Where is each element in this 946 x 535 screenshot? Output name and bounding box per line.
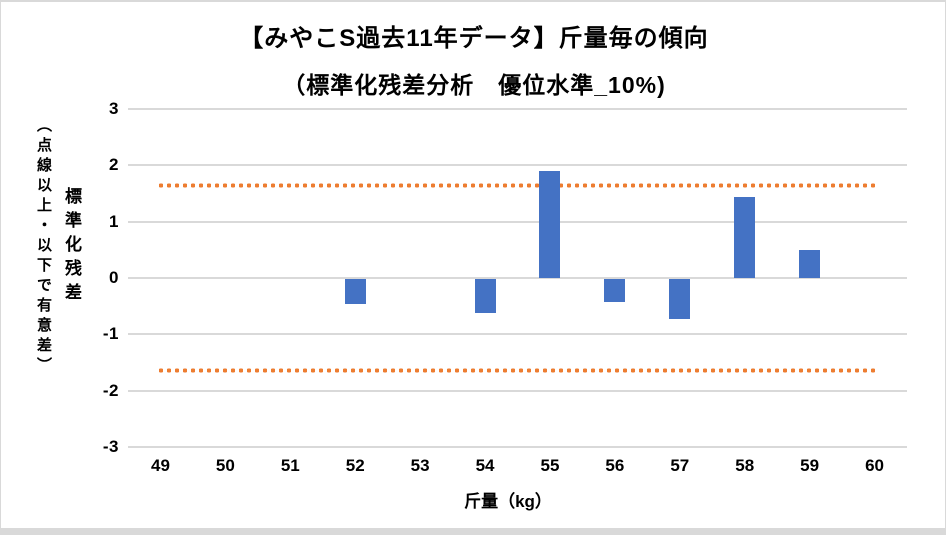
bar-57[interactable] [669, 279, 691, 319]
y-tick-label--2: -2 [102, 380, 119, 400]
y-tick-label--1: -1 [102, 324, 119, 344]
gridline-y-3 [128, 446, 907, 448]
x-tick-label-53: 53 [410, 456, 430, 475]
x-tick-label-52: 52 [345, 456, 365, 475]
y-tick-label-2: 2 [109, 155, 119, 175]
chart-subtitle: （標準化残差分析 優位水準_10%) [282, 72, 666, 98]
plot-area [128, 108, 907, 448]
bar-55[interactable] [539, 170, 561, 278]
x-tick-label-55: 55 [540, 456, 560, 475]
x-tick-label-50: 50 [215, 456, 235, 475]
threshold-line-lower [157, 368, 878, 374]
threshold-line-upper [157, 182, 878, 188]
x-tick-label-60: 60 [865, 456, 884, 475]
bar-54[interactable] [474, 279, 496, 313]
bottom-border [1, 528, 945, 535]
x-tick-label-58: 58 [735, 456, 755, 475]
bar-58[interactable] [734, 197, 756, 278]
gridline-y0 [128, 277, 907, 279]
x-tick-label-57: 57 [670, 456, 690, 475]
y-axis-title-note: （点線以上・以下で有意差） [35, 117, 52, 377]
y-tick-label-0: 0 [109, 268, 119, 287]
x-tick-label-51: 51 [280, 456, 300, 475]
x-axis-title: 斤量（kg） [464, 492, 552, 511]
chart-title: 【みやこS過去11年データ】斤量毎の傾向 [239, 25, 709, 52]
gridline-y3 [128, 108, 907, 110]
gridline-y-2 [128, 389, 907, 392]
y-tick-label-3: 3 [109, 99, 119, 118]
gridline-y2 [128, 164, 907, 167]
bar-59[interactable] [799, 249, 821, 278]
y-axis-title-main: 標準化残差 [62, 187, 81, 307]
x-tick-label-56: 56 [605, 456, 625, 475]
x-tick-label-54: 54 [475, 456, 495, 475]
y-tick-label-1: 1 [109, 211, 119, 231]
x-tick-label-59: 59 [800, 456, 820, 475]
gridline-y-1 [128, 333, 907, 336]
bar-56[interactable] [604, 279, 626, 303]
y-tick-label--3: -3 [102, 437, 119, 456]
gridline-y1 [128, 220, 907, 223]
y-axis-title: 標準化残差 （点線以上・以下で有意差） [13, 97, 85, 397]
bar-52[interactable] [344, 279, 366, 305]
x-tick-label-49: 49 [150, 456, 170, 475]
